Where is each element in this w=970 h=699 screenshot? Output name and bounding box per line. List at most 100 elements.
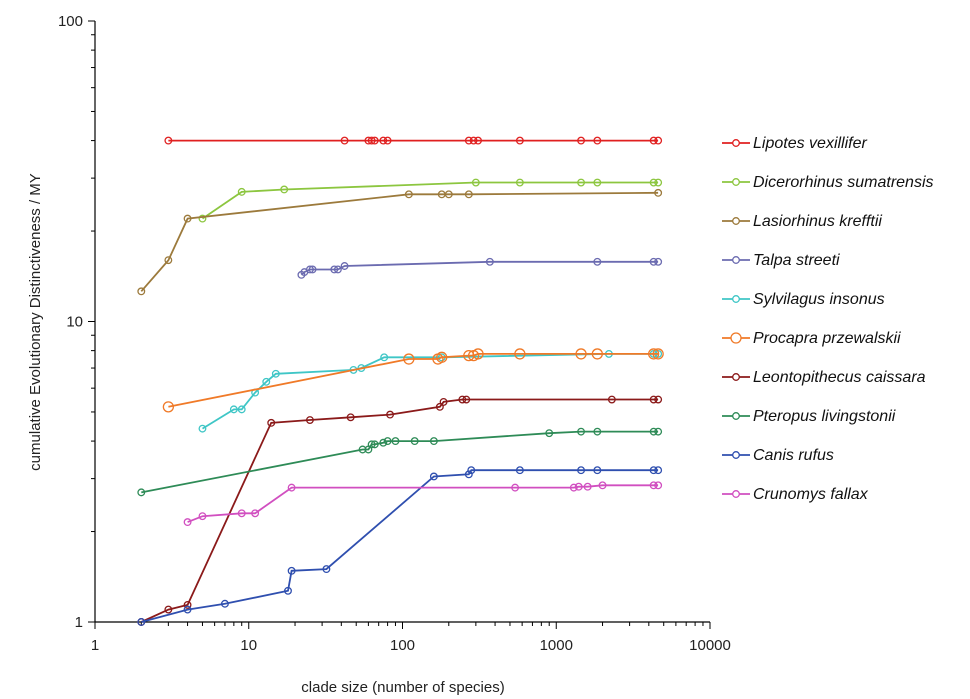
data-point bbox=[574, 482, 583, 491]
data-point bbox=[485, 257, 494, 266]
data-point bbox=[462, 395, 471, 404]
data-point bbox=[305, 265, 314, 274]
data-point bbox=[137, 618, 146, 626]
data-point bbox=[439, 397, 448, 406]
legend-label: Lasiorhinus krefftii bbox=[753, 213, 882, 230]
data-point bbox=[649, 178, 658, 187]
data-point bbox=[593, 427, 602, 436]
legend-swatch-marker bbox=[732, 412, 740, 420]
legend-item: Pteropus livingstonii bbox=[722, 408, 896, 425]
legend-label: Sylvilagus insonus bbox=[753, 291, 885, 308]
legend-item: Crunomys fallax bbox=[722, 486, 869, 503]
data-point bbox=[649, 481, 658, 490]
legend-item: Talpa streeti bbox=[722, 252, 840, 269]
legend-swatch-marker bbox=[732, 139, 740, 147]
data-point bbox=[404, 190, 413, 199]
data-point bbox=[370, 440, 379, 449]
data-point bbox=[649, 257, 658, 266]
data-point bbox=[654, 257, 663, 266]
legend-item: Procapra przewalskii bbox=[722, 330, 901, 347]
data-point bbox=[237, 405, 246, 414]
data-point bbox=[469, 136, 478, 145]
legend-label: Dicerorhinus sumatrensis bbox=[753, 174, 934, 191]
data-point bbox=[654, 178, 663, 187]
data-point bbox=[198, 424, 207, 433]
data-point bbox=[322, 565, 331, 574]
series-line bbox=[140, 398, 659, 623]
data-point bbox=[607, 395, 616, 404]
data-point bbox=[386, 410, 395, 419]
data-point bbox=[251, 509, 260, 518]
legend-swatch-marker bbox=[730, 332, 742, 344]
data-point bbox=[471, 178, 480, 187]
legend-swatch-marker bbox=[732, 295, 740, 303]
data-point bbox=[654, 395, 663, 404]
data-point bbox=[652, 348, 664, 360]
data-point bbox=[333, 265, 342, 274]
data-point bbox=[379, 136, 388, 145]
series-sylvilagus-insonus bbox=[198, 349, 663, 433]
data-point bbox=[593, 178, 602, 187]
legend-label: Talpa streeti bbox=[753, 252, 840, 269]
x-tick-label: 100 bbox=[390, 637, 415, 654]
series-dicerorhinus-sumatrensis bbox=[198, 178, 663, 223]
y-tick-label: 10 bbox=[66, 314, 83, 331]
x-tick-label: 1000 bbox=[540, 637, 573, 654]
data-point bbox=[458, 395, 467, 404]
data-point bbox=[649, 427, 658, 436]
legend-item: Dicerorhinus sumatrensis bbox=[722, 174, 934, 191]
y-tick-label: 100 bbox=[58, 13, 83, 30]
data-point bbox=[515, 136, 524, 145]
data-point bbox=[472, 348, 484, 360]
series-crunomys-fallax bbox=[183, 481, 663, 527]
series-talpa-streeti bbox=[297, 257, 663, 279]
data-point bbox=[237, 187, 246, 196]
legend-item: Sylvilagus insonus bbox=[722, 291, 885, 308]
y-tick-label: 1 bbox=[75, 614, 83, 631]
data-point bbox=[330, 265, 339, 274]
data-point bbox=[164, 136, 173, 145]
data-point bbox=[162, 401, 175, 413]
data-point bbox=[367, 440, 376, 449]
data-point bbox=[577, 136, 586, 145]
data-point bbox=[515, 466, 524, 475]
data-point bbox=[403, 353, 415, 365]
data-point bbox=[435, 402, 444, 411]
legend-swatch-marker bbox=[732, 373, 740, 381]
plot-area bbox=[137, 136, 664, 626]
data-point bbox=[577, 427, 586, 436]
series-leontopithecus-caissara bbox=[137, 395, 663, 626]
data-point bbox=[575, 348, 587, 360]
data-point bbox=[467, 466, 476, 475]
legend-label: Procapra przewalskii bbox=[753, 330, 901, 347]
data-point bbox=[198, 512, 207, 521]
legend-item: Leontopithecus caissara bbox=[722, 369, 926, 386]
data-point bbox=[583, 482, 592, 491]
data-point bbox=[593, 466, 602, 475]
data-point bbox=[183, 518, 192, 527]
data-point bbox=[383, 437, 392, 446]
legend-swatch-marker bbox=[732, 217, 740, 225]
data-point bbox=[391, 437, 400, 446]
data-point bbox=[598, 481, 607, 490]
data-point bbox=[649, 136, 658, 145]
data-point bbox=[545, 429, 554, 438]
data-point bbox=[220, 599, 229, 608]
data-point bbox=[591, 348, 603, 360]
data-point bbox=[647, 348, 660, 360]
data-point bbox=[464, 136, 473, 145]
x-axis-title: clade size (number of species) bbox=[301, 679, 504, 696]
data-point bbox=[308, 265, 317, 274]
data-point bbox=[164, 605, 173, 614]
data-point bbox=[436, 351, 448, 363]
data-point bbox=[183, 214, 192, 223]
data-point bbox=[229, 405, 238, 414]
series-lasiorhinus-krefftii bbox=[137, 188, 663, 296]
data-point bbox=[474, 136, 482, 145]
legend: Lipotes vexillifer Dicerorhinus sumatrens… bbox=[722, 135, 934, 503]
data-point bbox=[183, 600, 192, 609]
data-point bbox=[410, 437, 419, 446]
legend-label: Pteropus livingstonii bbox=[753, 408, 896, 425]
legend-label: Lipotes vexillifer bbox=[753, 135, 868, 152]
